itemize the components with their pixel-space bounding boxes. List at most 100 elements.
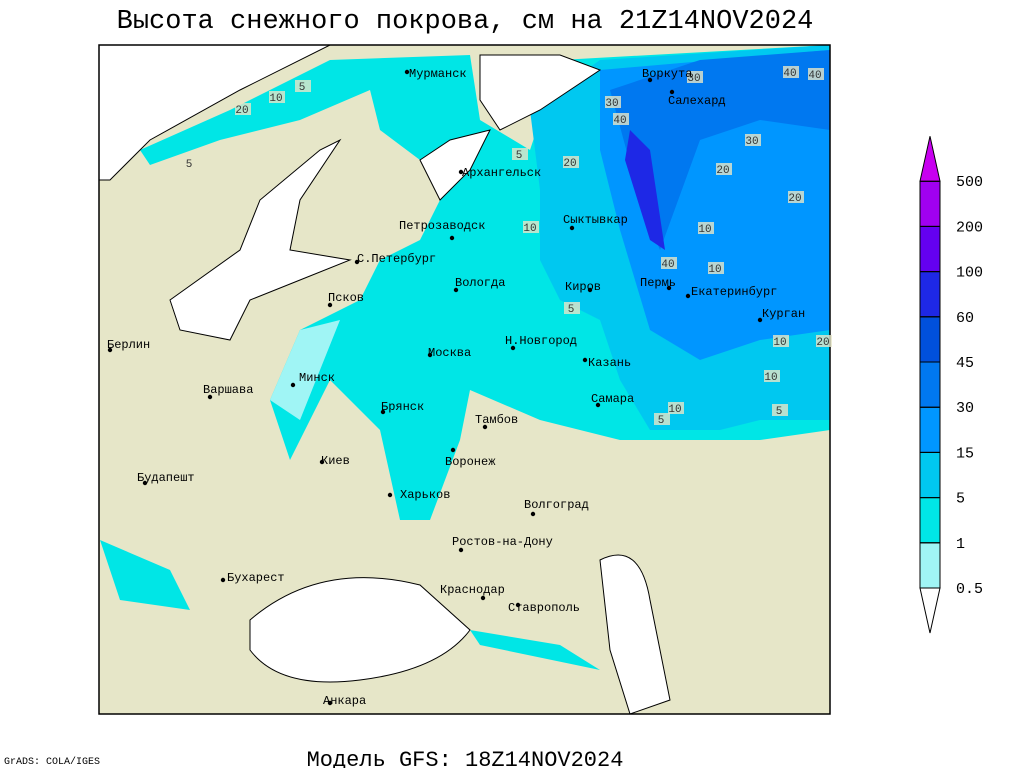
city-label: Берлин: [107, 338, 150, 352]
contour-label: 10: [773, 337, 786, 349]
contour-label: 40: [661, 259, 674, 271]
contour-label: 10: [523, 223, 536, 235]
contour-label: 5: [776, 406, 783, 418]
contour-label-bg: [613, 113, 629, 125]
city-label: Москва: [428, 346, 471, 360]
city-dot: [587, 287, 593, 293]
contour-label: 10: [269, 93, 282, 105]
city-label: Салехард: [668, 94, 726, 108]
colorbar-label: 45: [956, 355, 974, 372]
title: Высота снежного покрова, см на 21Z14NOV2…: [117, 7, 814, 37]
snow-area: [470, 630, 600, 670]
contour-label-bg: [788, 191, 804, 203]
cities: Мурманск Воркута Салехард Архангельск Петроз…: [107, 67, 805, 708]
city-label: Воронеж: [445, 455, 496, 469]
contour-label-bg: [235, 103, 251, 115]
credit: GrADS: COLA/IGES: [4, 756, 100, 768]
city-label: С.Петербург: [357, 252, 436, 266]
city-dot: [458, 169, 464, 175]
city-dot: [569, 225, 575, 231]
city-label: Харьков: [400, 488, 450, 502]
city-label: Варшава: [203, 383, 253, 397]
city-label: Самара: [591, 392, 634, 406]
colorbar-label: 500: [956, 174, 983, 191]
contour-label: 5: [568, 304, 575, 316]
colorbar-label: 15: [956, 445, 974, 462]
city-dot: [582, 357, 588, 363]
colorbar-label: 5: [956, 491, 965, 508]
snow-area: [610, 50, 830, 250]
contour-label-bg: [295, 80, 311, 92]
contour-label-bg: [808, 68, 824, 80]
city-label: Тамбов: [475, 413, 518, 427]
contour-label: 30: [687, 73, 700, 85]
city-dot: [380, 409, 386, 415]
city-label: Казань: [588, 356, 631, 370]
city-dot: [450, 447, 456, 453]
contour-label: 10: [764, 372, 777, 384]
colorbar-band: [919, 406, 941, 453]
colorbar-label: 200: [956, 219, 983, 236]
city-dot: [387, 492, 393, 498]
white-sea: [419, 129, 491, 201]
city-dot: [595, 402, 601, 408]
colorbar-band: [919, 225, 941, 273]
city-label: Воркута: [642, 67, 692, 81]
contour-label-bg: [687, 71, 703, 83]
contour-label: 10: [698, 224, 711, 236]
contour-label: 20: [816, 337, 829, 349]
colorbar-label: 0.5: [956, 581, 983, 598]
contour-label: 10: [708, 264, 721, 276]
contour-label: 20: [563, 158, 576, 170]
baltic-sea: [169, 138, 352, 341]
city-dot: [319, 459, 325, 465]
city-dot: [482, 424, 488, 430]
contour-label: 20: [788, 193, 801, 205]
city-dot: [354, 259, 360, 265]
contour-label-bg: [708, 262, 724, 274]
contour-label-bg: [605, 96, 621, 108]
contour-label: 30: [605, 98, 618, 110]
city-label: Псков: [328, 291, 364, 305]
caspian-sea: [599, 554, 671, 714]
contour-label-bg: [512, 148, 528, 160]
colorbar-band: [919, 361, 941, 408]
city-dot: [666, 285, 672, 291]
city-dot: [107, 347, 113, 353]
city-label: Мурманск: [409, 67, 467, 81]
colorbar-label: 60: [956, 310, 974, 327]
contour-label-bg: [564, 302, 580, 314]
footer: Модель GFS: 18Z14NOV2024: [307, 748, 624, 768]
contour-label-bg: [783, 66, 799, 78]
city-dot: [449, 235, 455, 241]
contour-label: 40: [613, 115, 626, 127]
city-dot: [480, 595, 486, 601]
city-label: Минск: [299, 371, 335, 385]
city-label: Ростов-на-Дону: [452, 535, 553, 549]
city-label: Киев: [321, 454, 350, 468]
colorbar-label: 30: [956, 400, 974, 417]
black-sea: [249, 577, 471, 683]
map-frame: [98, 44, 831, 715]
barents-sea: [479, 54, 602, 131]
contour-label-bg: [654, 413, 670, 425]
city-dot: [458, 547, 464, 553]
city-label: Будапешт: [137, 471, 195, 485]
city-label: Курган: [762, 307, 805, 321]
contour-label-bg: [745, 134, 761, 146]
city-dot: [685, 293, 691, 299]
colorbar-band: [919, 497, 941, 544]
contour-label: 5: [516, 150, 523, 162]
city-dot: [757, 317, 763, 323]
city-dot: [647, 77, 653, 83]
contour-label-bg: [764, 370, 780, 382]
city-dot: [427, 352, 433, 358]
contour-label: 40: [783, 68, 796, 80]
contour-label-bg: [772, 404, 788, 416]
norwegian-sea: [99, 45, 331, 181]
city-dot: [220, 577, 226, 583]
colorbar-tri-top: [919, 136, 941, 182]
